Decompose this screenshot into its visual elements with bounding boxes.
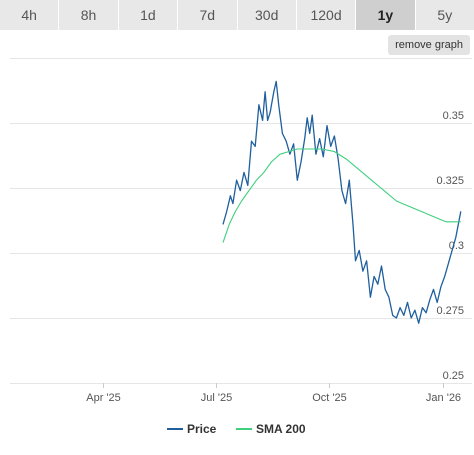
- range-tab-8h[interactable]: 8h: [59, 0, 119, 30]
- range-tab-30d[interactable]: 30d: [237, 0, 297, 30]
- x-tick-label: Jul '25: [201, 392, 232, 404]
- price-line: [222, 80, 462, 324]
- x-tick-label: Jan '26: [426, 392, 461, 404]
- range-tab-4h[interactable]: 4h: [0, 0, 60, 30]
- y-axis: 0.25 0.275 0.3 0.325 0.35: [436, 110, 464, 382]
- range-tab-1y[interactable]: 1y: [356, 0, 416, 30]
- legend-label: Price: [187, 422, 217, 436]
- range-tab-1d[interactable]: 1d: [118, 0, 179, 30]
- grid-lines: [10, 58, 472, 384]
- y-tick-label: 0.275: [436, 305, 464, 317]
- range-tab-7d[interactable]: 7d: [178, 0, 238, 30]
- y-tick-label: 0.25: [443, 370, 464, 382]
- x-axis: Apr '25 Jul '25 Oct '25 Jan '26: [86, 383, 461, 404]
- x-tick-label: Apr '25: [86, 392, 121, 404]
- y-tick-label: 0.35: [443, 110, 464, 122]
- y-tick-label: 0.325: [436, 175, 464, 187]
- legend: Price SMA 200: [167, 422, 306, 436]
- legend-label: SMA 200: [256, 422, 306, 436]
- series-lines: [222, 80, 462, 324]
- x-tick-label: Oct '25: [312, 392, 347, 404]
- range-tab-120d[interactable]: 120d: [296, 0, 357, 30]
- remove-graph-button[interactable]: remove graph: [388, 35, 470, 55]
- y-tick-label: 0.3: [449, 240, 464, 252]
- range-tab-5y[interactable]: 5y: [415, 0, 474, 30]
- sma-200-line: [222, 148, 461, 243]
- range-tabs: 4h 8h 1d 7d 30d 120d 1y 5y: [0, 0, 474, 30]
